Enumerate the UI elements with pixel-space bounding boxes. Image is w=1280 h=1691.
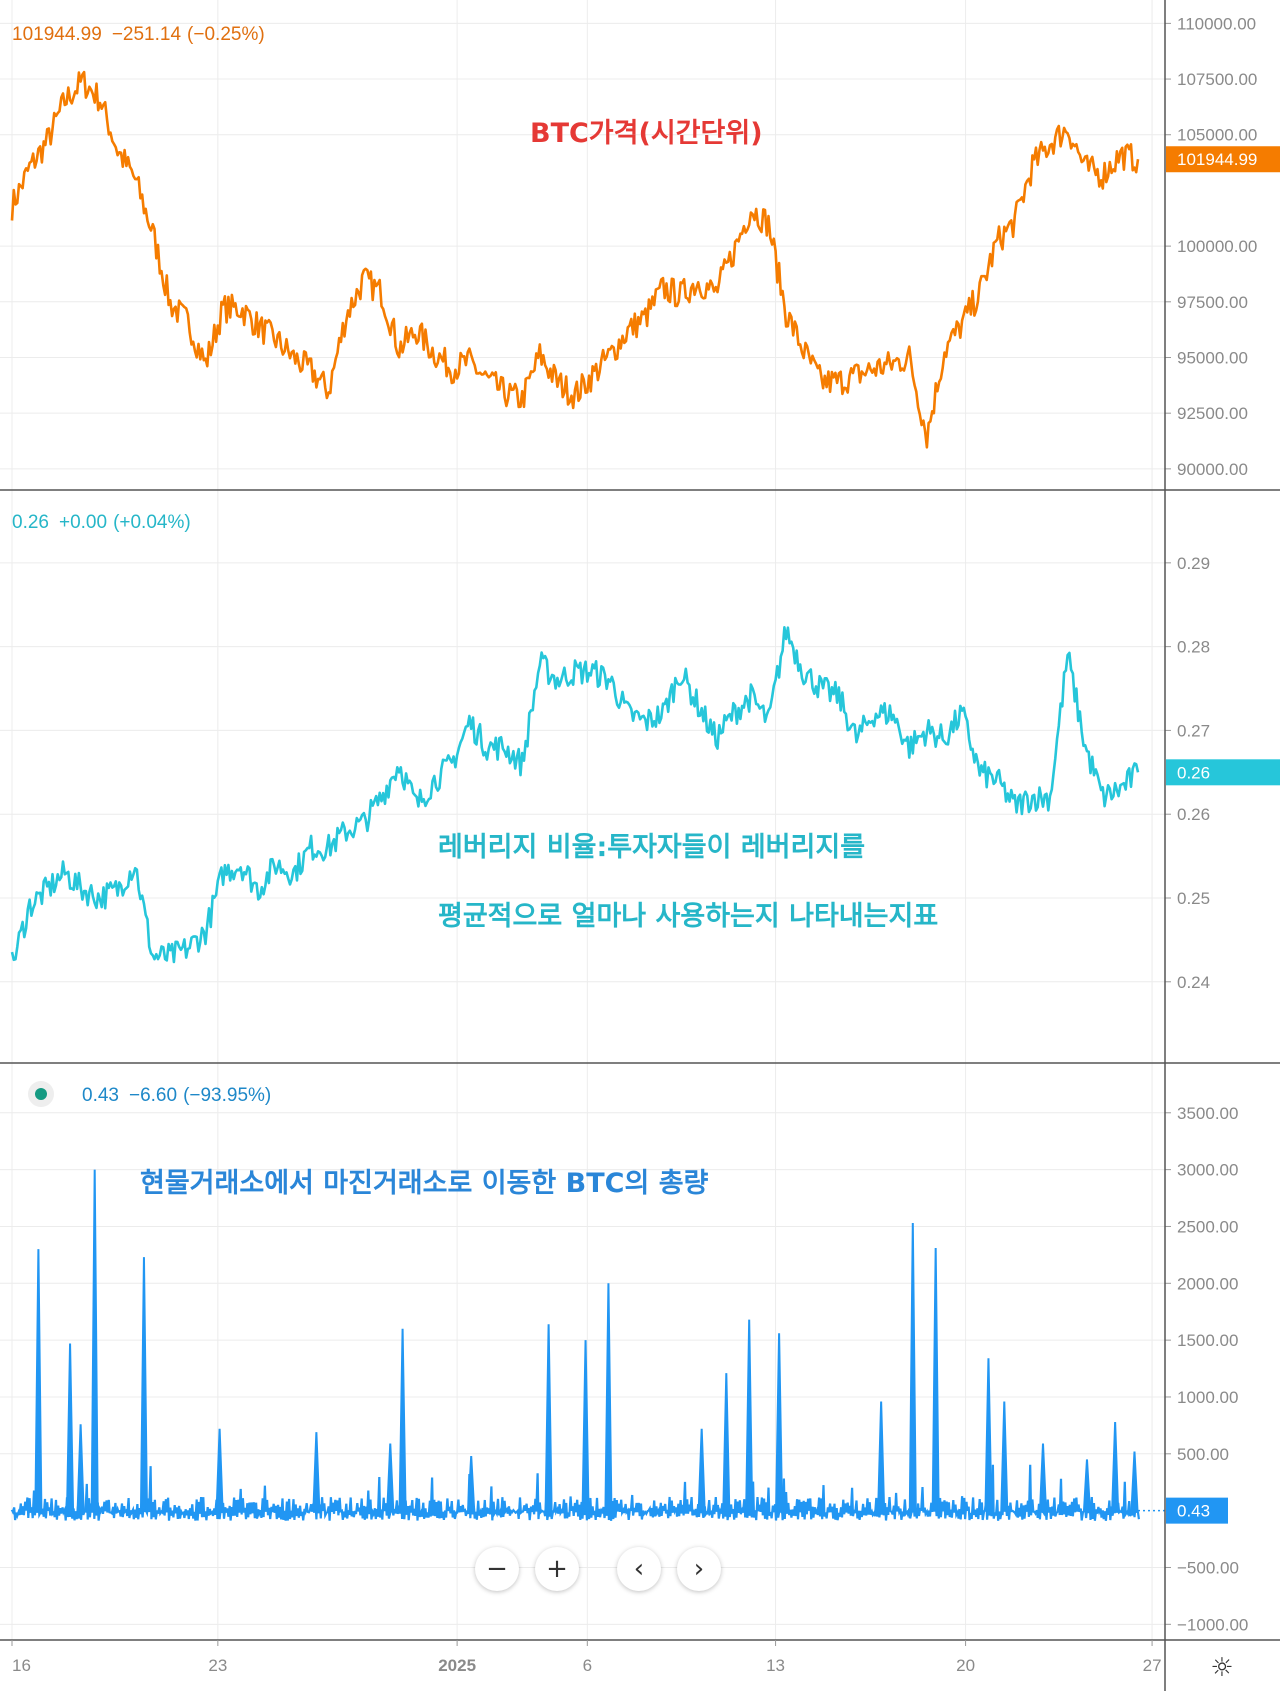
flow-spike[interactable] [66,1343,75,1512]
btc-price-pane[interactable]: 101944.99 101944.99 −251.14 (−0.25%) [10,24,1280,449]
time-tick-label: 23 [208,1656,227,1675]
last-value-tag-label: 0.26 [1177,763,1210,782]
time-tick-label: 6 [583,1656,592,1675]
leverage-ratio-pane[interactable]: 0.26 0.26 +0.00 (+0.04%) [10,512,1280,964]
y-tick-label: 0.26 [1177,805,1210,824]
flow-spike[interactable] [34,1249,43,1512]
y-tick-label: 95000.00 [1177,348,1248,367]
legend-change-pct: (−0.25%) [187,24,265,45]
legend-last-value: 0.43 [82,1085,119,1106]
y-tick-label: 0.24 [1177,973,1210,992]
flow-spike[interactable] [931,1248,940,1512]
y-tick-label: 110000.00 [1177,14,1256,33]
grid-lines [0,0,1165,1640]
time-tick-label: 13 [766,1656,785,1675]
time-tick-label: 2025 [438,1656,476,1675]
series-line[interactable] [10,70,1140,449]
legend-change: −251.14 [112,24,182,45]
y-tick-label: 107500.00 [1177,70,1257,89]
zoom-in-button[interactable]: + [535,1547,579,1591]
y-tick-label: 3000.00 [1177,1161,1238,1180]
flow-spike[interactable] [1130,1451,1139,1512]
exchange-flow-pane[interactable]: 0.43 0.43 −6.60 (−93.95%) [10,1081,1228,1524]
time-tick-label: 20 [956,1656,975,1675]
series-line[interactable] [10,626,1140,964]
y-tick-label: 1000.00 [1177,1388,1238,1407]
y-tick-label: 3500.00 [1177,1104,1238,1123]
flow-spike[interactable] [1111,1421,1120,1512]
time-axis[interactable]: 16 23 2025 6 13 20 27 [11,1640,1162,1675]
time-tick-label: 16 [12,1656,31,1675]
last-value-tag-label: 0.43 [1177,1502,1210,1521]
y-tick-label: 92500.00 [1177,404,1248,423]
y-tick-label: 0.29 [1177,554,1210,573]
flow-spike[interactable] [1038,1443,1048,1512]
leverage-annotation-line1: 레버리지 비율:투자자들이 레버리지를 [438,832,865,863]
y-tick-label: 97500.00 [1177,293,1248,312]
legend-change-pct: (+0.04%) [113,512,191,533]
y-tick-label: 2000.00 [1177,1274,1238,1293]
legend-last-value: 101944.99 [12,24,102,45]
flow-spike[interactable] [215,1428,224,1512]
settings-gear-icon[interactable]: ☼ [1210,1653,1234,1683]
flow-spike[interactable] [544,1324,553,1512]
y-tick-label: 105000.00 [1177,126,1257,145]
legend-values: 101944.99 −251.14 (−0.25%) [12,24,265,45]
flow-spike[interactable] [312,1432,321,1512]
y-tick-label: 0.25 [1177,889,1210,908]
legend-last-value: 0.26 [12,512,49,533]
flow-spike[interactable] [745,1319,754,1512]
flow-annotation: 현물거래소에서 마진거래소로 이동한 BTC의 총량 [140,1168,709,1199]
last-value-tag [1166,759,1280,786]
legend-change-pct: (−93.95%) [183,1085,271,1106]
y-tick-label: 1500.00 [1177,1331,1238,1350]
price-annotation: BTC가격(시간단위) [530,118,763,149]
flow-spike[interactable] [398,1328,407,1512]
indicator-dot-icon [35,1088,47,1100]
flow-spike[interactable] [775,1333,784,1512]
flow-spike[interactable] [1000,1401,1009,1512]
flow-spike[interactable] [386,1443,395,1512]
time-tick-label: 27 [1143,1656,1162,1675]
y-tick-label: 90000.00 [1177,460,1248,479]
flow-spike[interactable] [1082,1459,1092,1512]
y-tick-label: 0.28 [1177,638,1210,657]
y-tick-label: −500.00 [1177,1558,1239,1577]
flow-spike[interactable] [604,1283,613,1512]
last-value-tag-label: 101944.99 [1177,150,1257,169]
flow-spike[interactable] [722,1373,731,1512]
y-tick-label: 500.00 [1177,1445,1229,1464]
flow-spike[interactable] [697,1428,706,1512]
y-tick-label: 2500.00 [1177,1217,1238,1236]
flow-baseline[interactable] [10,1464,1140,1521]
last-value-tag [1166,1497,1228,1524]
legend-change: +0.00 [59,512,107,533]
y-tick-label: −1000.00 [1177,1615,1248,1634]
scroll-left-button[interactable]: ‹ [617,1547,661,1591]
flow-spike[interactable] [139,1257,148,1512]
flow-spike[interactable] [90,1169,99,1512]
leverage-annotation-line2: 평균적으로 얼마나 사용하는지 나타내는지표 [438,901,938,932]
scroll-right-button[interactable]: › [677,1547,721,1591]
y-tick-label: 0.27 [1177,721,1210,740]
legend-values: 0.43 −6.60 (−93.95%) [82,1085,271,1106]
zoom-out-button[interactable]: − [475,1547,519,1591]
legend-values: 0.26 +0.00 (+0.04%) [12,512,191,533]
last-value-tag [1166,146,1280,173]
flow-spike[interactable] [467,1456,476,1512]
flow-spike[interactable] [984,1358,993,1512]
flow-spike[interactable] [581,1340,590,1512]
legend-change: −6.60 [129,1085,177,1106]
y-tick-label: 100000.00 [1177,237,1257,256]
flow-spike[interactable] [877,1401,886,1512]
flow-spike[interactable] [908,1223,917,1512]
flow-spike[interactable] [76,1424,85,1512]
